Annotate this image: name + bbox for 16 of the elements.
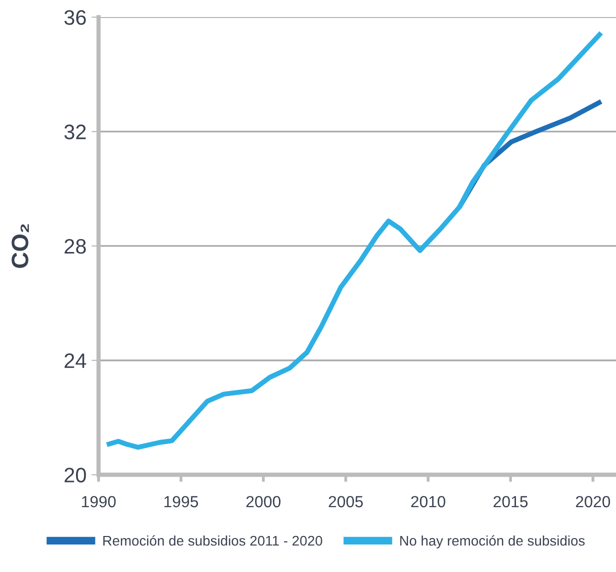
x-tick-label: 2015 (494, 496, 528, 508)
y-tick-label: 24 (64, 353, 86, 368)
line-series (104, 30, 604, 450)
x-tick-label: 2010 (411, 496, 446, 508)
y-tick-label: 28 (64, 238, 86, 254)
legend-label: Remoción de subsidios 2011 - 2020 (103, 535, 322, 546)
x-tick-label: 2000 (246, 496, 280, 508)
x-tick-label: 1990 (82, 496, 116, 508)
x-tick-label: 1995 (164, 496, 198, 508)
legend-label: No hay remoción de subsidios (400, 535, 585, 548)
y-axis-title: CO₂ (12, 224, 29, 268)
x-tick-label: 2020 (576, 496, 610, 508)
y-tick-label: 36 (64, 10, 86, 25)
y-tick-label: 32 (64, 124, 86, 140)
x-tick-label: 2005 (328, 496, 363, 508)
y-tick-label: 20 (64, 468, 86, 483)
